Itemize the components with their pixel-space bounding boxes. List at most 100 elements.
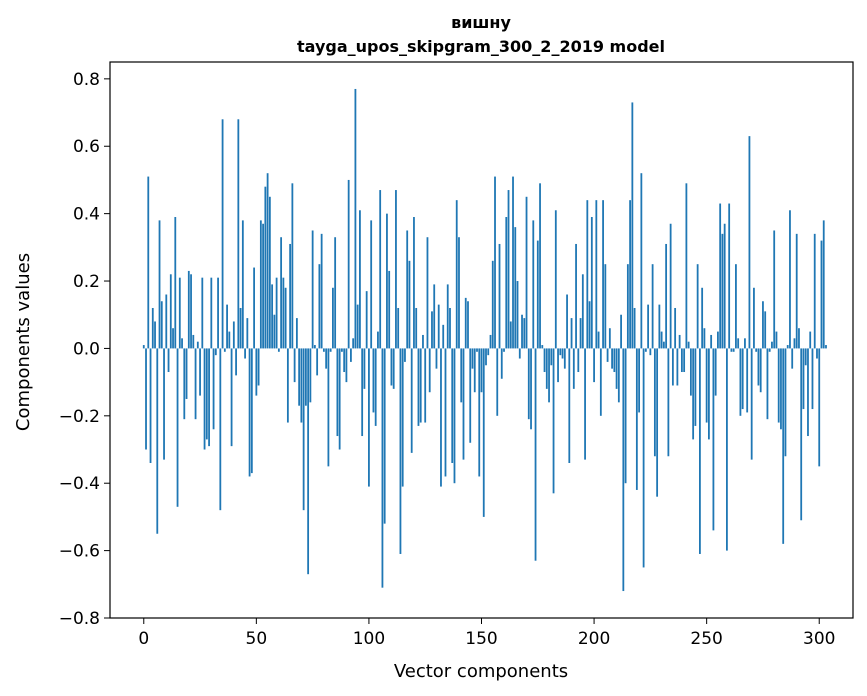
bar [602, 200, 604, 349]
x-tick-label: 150 [465, 629, 497, 649]
bar [662, 341, 665, 349]
bar [660, 331, 663, 349]
bar [696, 264, 699, 349]
bar [750, 348, 753, 460]
bar [239, 307, 242, 349]
bar [615, 348, 618, 389]
y-tick-label: 0.2 [73, 272, 100, 292]
bar [516, 281, 519, 349]
bar [163, 348, 165, 460]
bar [647, 304, 650, 349]
y-tick-label: 0.8 [73, 70, 100, 90]
bar [282, 277, 285, 349]
bar [235, 348, 237, 376]
bar [543, 348, 546, 373]
bar [476, 348, 478, 352]
bar [383, 348, 386, 524]
bar [676, 348, 679, 386]
bar [277, 348, 280, 352]
y-tick-label: 0.0 [73, 339, 100, 359]
bar [644, 348, 647, 352]
bar [480, 348, 483, 393]
x-axis-ticks: 0 50 100 150 200 250 300 [138, 618, 835, 649]
y-tick-label: 0.4 [73, 205, 100, 225]
bar [151, 307, 154, 349]
bar [356, 304, 359, 349]
bar [440, 348, 442, 487]
bar [719, 203, 722, 349]
bar [248, 348, 251, 477]
bar [336, 348, 339, 437]
bar [433, 284, 436, 349]
bar [374, 348, 377, 426]
bar [190, 274, 192, 349]
bar [518, 348, 521, 359]
bar [160, 301, 163, 349]
bar [268, 196, 271, 349]
y-tick-label: −0.4 [59, 474, 100, 494]
bar [203, 348, 206, 450]
bar [487, 348, 490, 356]
bar [485, 348, 487, 366]
bar [505, 217, 508, 349]
bar [530, 348, 532, 430]
bar [735, 264, 737, 349]
bar [174, 217, 177, 349]
bar [694, 348, 697, 426]
bar [667, 348, 670, 457]
bar [185, 348, 188, 399]
bar [219, 348, 222, 511]
bar [298, 348, 301, 406]
bar [377, 331, 379, 349]
bar [568, 348, 571, 463]
bar [494, 176, 496, 349]
bar [795, 233, 798, 349]
bar [259, 220, 262, 349]
bar [307, 348, 310, 575]
bar [784, 348, 787, 457]
bar [304, 348, 307, 406]
bar [244, 348, 246, 359]
bar [775, 331, 778, 349]
bar [469, 348, 472, 443]
bar [635, 348, 638, 490]
bar [300, 348, 303, 423]
bar [622, 348, 625, 592]
bar [577, 348, 580, 373]
bars-group [142, 88, 827, 592]
bar [257, 348, 260, 386]
bar [451, 348, 454, 463]
bar [816, 348, 818, 359]
bar [370, 220, 373, 349]
bar [687, 341, 690, 349]
bar [563, 348, 566, 369]
bar [413, 217, 415, 349]
bar [246, 318, 249, 349]
bar [217, 277, 219, 349]
bar [671, 348, 674, 386]
x-tick-label: 0 [138, 629, 149, 649]
bar [196, 341, 199, 349]
bar [329, 348, 332, 352]
bar [638, 348, 641, 413]
bar [818, 348, 821, 467]
bar [262, 223, 264, 349]
bar [368, 348, 370, 487]
bar [395, 190, 397, 349]
bar [669, 223, 672, 349]
bar [701, 287, 704, 349]
bar [458, 237, 460, 349]
y-axis-label: Components values [13, 253, 34, 431]
bar [181, 338, 183, 349]
bar [338, 348, 341, 450]
bar [807, 348, 809, 437]
bar [473, 348, 476, 393]
bar [665, 243, 668, 349]
bar [318, 264, 321, 349]
bar [766, 348, 769, 420]
bar [680, 348, 683, 373]
bar [183, 348, 186, 420]
bar [552, 348, 555, 494]
bar [142, 345, 145, 349]
bar [809, 331, 812, 349]
